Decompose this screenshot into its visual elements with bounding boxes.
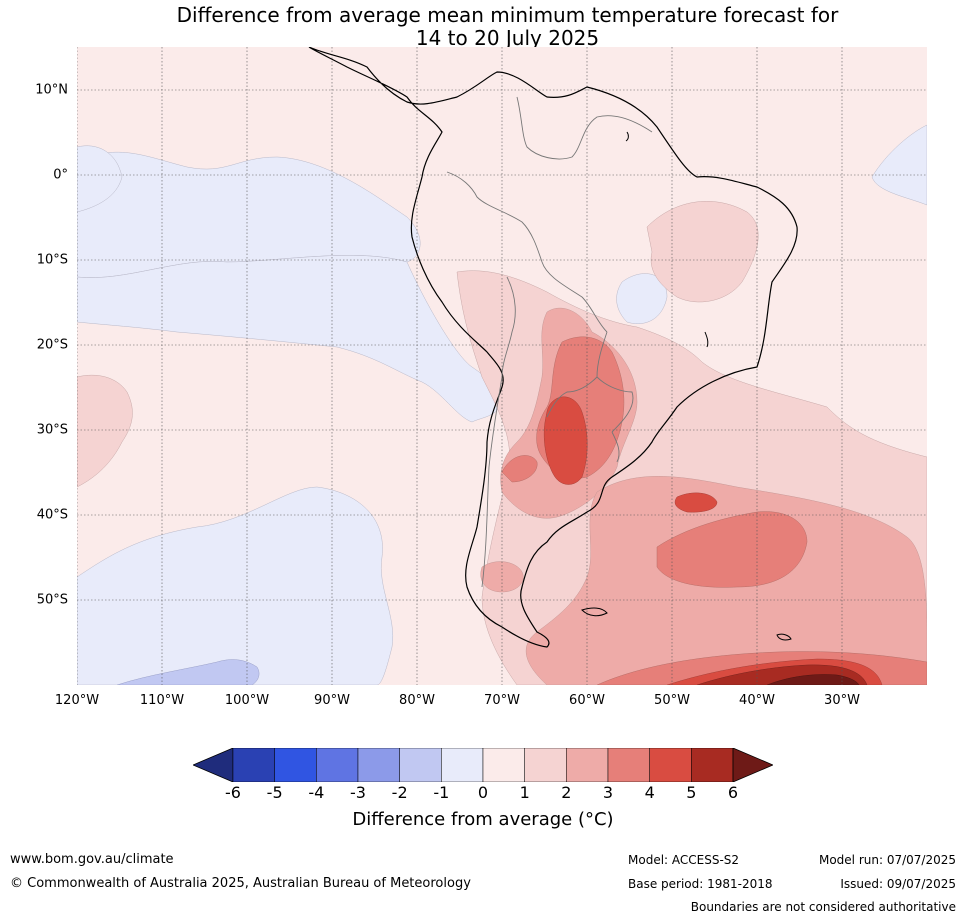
country-borders <box>446 96 653 588</box>
lon-label-30w: 30°W <box>824 693 860 708</box>
gridlines <box>77 47 927 685</box>
islands <box>581 131 792 641</box>
colorbar-segment <box>441 748 484 782</box>
lon-label-80w: 80°W <box>399 693 435 708</box>
map-panel <box>77 47 927 685</box>
temperature-anomaly-map <box>77 47 927 685</box>
lat-label-20s: 20°S <box>36 337 68 353</box>
colorbar-segment <box>316 748 359 782</box>
cool-region-pacific-near-equator-west <box>77 145 123 213</box>
lon-label-120w: 120°W <box>54 693 100 708</box>
lat-label-30s: 30°S <box>36 422 68 438</box>
cool-region-south-pacific <box>77 486 394 685</box>
colorbar-segment <box>649 748 692 782</box>
colorbar-segment <box>232 748 275 782</box>
south-america-coastline <box>308 47 798 648</box>
lon-label-110w: 110°W <box>139 693 185 708</box>
title-line-1: Difference from average mean minimum tem… <box>176 3 839 27</box>
warm-region-4-to-5-atlantic-small <box>674 492 718 513</box>
colorbar-tick-label: 5 <box>686 783 697 802</box>
colorbar-segment <box>274 748 317 782</box>
lon-label-50w: 50°W <box>654 693 690 708</box>
warm-region-3-to-4-patagonia-sea <box>501 455 538 483</box>
colorbar-tick-label: -3 <box>350 783 366 802</box>
colorbar-tick-label: 2 <box>561 783 572 802</box>
lon-label-40w: 40°W <box>739 693 775 708</box>
lat-label-50s: 50°S <box>36 592 68 608</box>
colorbar-segment <box>566 748 609 782</box>
lat-label-0: 0° <box>53 167 68 183</box>
lon-label-100w: 100°W <box>224 693 270 708</box>
map-title: Difference from average mean minimum tem… <box>0 4 965 50</box>
cool-region-north-atlantic <box>871 124 927 206</box>
colorbar-tick-label: -1 <box>433 783 450 802</box>
cool-region-strong-south-pacific <box>116 659 260 685</box>
footer-model: Model: ACCESS-S2 <box>628 853 740 867</box>
colorbar-tick-label: 6 <box>727 783 739 802</box>
footer-model-run: Model run: 07/07/2025 <box>818 853 956 867</box>
colorbar-tick-label: 3 <box>602 783 614 802</box>
warm-region-4-to-5-central <box>543 396 588 485</box>
lat-label-10s: 10°S <box>36 252 68 268</box>
warm-region-1-to-2-northeast-brazil <box>646 201 759 303</box>
colorbar-tick-label: -6 <box>225 783 241 802</box>
warm-region-over-6-far-south <box>766 674 860 685</box>
cool-region-brazil-interior <box>616 273 668 324</box>
colorbar <box>193 748 773 782</box>
footer-issued: Issued: 09/07/2025 <box>840 877 956 891</box>
colorbar-extension-low <box>193 748 234 782</box>
footer-base-period: Base period: 1981-2018 <box>628 877 773 891</box>
cool-region-southeast-pacific-coast <box>77 255 503 423</box>
warm-region-3-to-4-south-atlantic <box>656 511 808 588</box>
lon-label-60w: 60°W <box>569 693 605 708</box>
colorbar-segment <box>357 748 400 782</box>
lon-label-70w: 70°W <box>484 693 520 708</box>
colorbar-segment <box>482 748 525 782</box>
lat-label-10n: 10°N <box>35 82 68 98</box>
colorbar-extension-high <box>732 748 773 782</box>
colorbar-segment <box>399 748 442 782</box>
colorbar-segment <box>691 748 734 782</box>
colorbar-tick-label: -5 <box>266 783 283 802</box>
colorbar-label: Difference from average (°C) <box>352 809 614 830</box>
title-line-2: 14 to 20 July 2025 <box>415 26 600 50</box>
footer-copyright: © Commonwealth of Australia 2025, Austra… <box>10 876 471 891</box>
warm-region-1-to-2-west-pacific <box>77 374 133 488</box>
colorbar-tick-label: -4 <box>308 783 325 802</box>
colorbar-tick-label: 0 <box>477 783 489 802</box>
colorbar-segment <box>607 748 650 782</box>
colorbar-segment <box>524 748 567 782</box>
footer-disclaimer: Boundaries are not considered authoritat… <box>690 900 956 914</box>
colorbar-tick-label: 1 <box>519 783 530 802</box>
footer-url: www.bom.gov.au/climate <box>10 852 174 867</box>
colorbar-tick-label: -2 <box>391 783 408 802</box>
lat-label-40s: 40°S <box>36 507 68 523</box>
colorbar-tick-label: 4 <box>644 783 655 802</box>
lon-label-90w: 90°W <box>314 693 350 708</box>
